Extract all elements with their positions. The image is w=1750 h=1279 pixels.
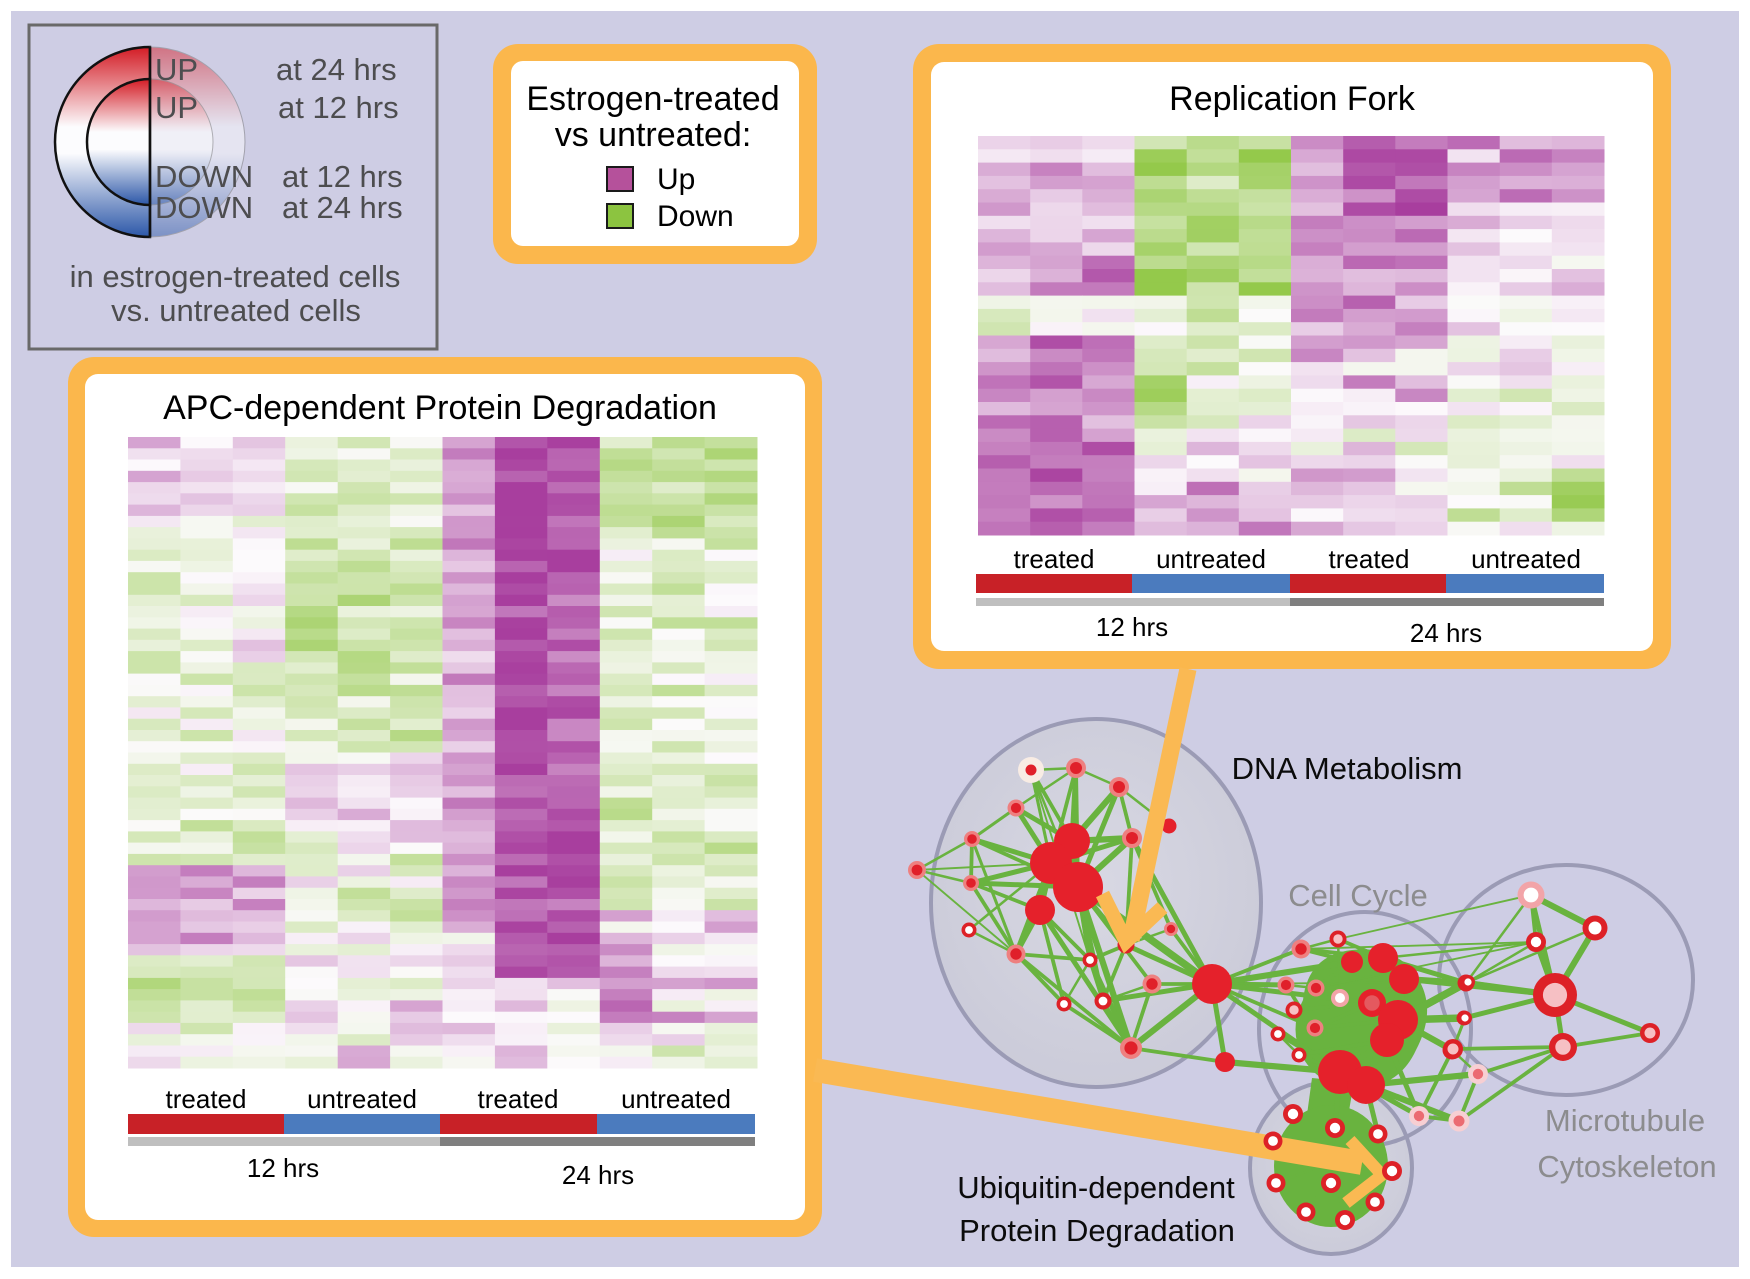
svg-text:vs untreated:: vs untreated: xyxy=(555,116,752,154)
svg-text:Estrogen-treated: Estrogen-treated xyxy=(526,80,779,118)
svg-text:DOWN: DOWN xyxy=(155,190,253,225)
svg-text:at 24 hrs: at 24 hrs xyxy=(276,52,397,87)
svg-text:untreated: untreated xyxy=(307,1084,417,1114)
svg-text:untreated: untreated xyxy=(1156,544,1266,574)
svg-text:at 24 hrs: at 24 hrs xyxy=(282,190,403,225)
svg-text:in estrogen-treated cells: in estrogen-treated cells xyxy=(70,259,401,294)
svg-text:Ubiquitin-dependent: Ubiquitin-dependent xyxy=(957,1170,1235,1205)
svg-text:vs. untreated cells: vs. untreated cells xyxy=(111,293,361,328)
svg-text:Up: Up xyxy=(657,163,695,196)
svg-text:Replication Fork: Replication Fork xyxy=(1169,80,1416,118)
svg-text:UP: UP xyxy=(155,90,198,125)
svg-text:Protein Degradation: Protein Degradation xyxy=(959,1213,1235,1248)
svg-text:APC-dependent Protein Degradat: APC-dependent Protein Degradation xyxy=(163,389,717,427)
svg-text:Cytoskeleton: Cytoskeleton xyxy=(1537,1149,1716,1184)
svg-text:Down: Down xyxy=(657,200,734,233)
svg-text:DOWN: DOWN xyxy=(155,159,253,194)
svg-text:12 hrs: 12 hrs xyxy=(247,1153,319,1183)
svg-text:treated: treated xyxy=(1329,544,1410,574)
svg-text:untreated: untreated xyxy=(621,1084,731,1114)
svg-text:24 hrs: 24 hrs xyxy=(1410,618,1482,648)
svg-text:DNA Metabolism: DNA Metabolism xyxy=(1232,751,1463,786)
svg-text:12 hrs: 12 hrs xyxy=(1096,612,1168,642)
svg-text:24 hrs: 24 hrs xyxy=(562,1160,634,1190)
svg-text:Cell Cycle: Cell Cycle xyxy=(1288,878,1428,913)
svg-text:untreated: untreated xyxy=(1471,544,1581,574)
svg-text:treated: treated xyxy=(478,1084,559,1114)
svg-text:UP: UP xyxy=(155,52,198,87)
svg-text:treated: treated xyxy=(1014,544,1095,574)
svg-text:Microtubule: Microtubule xyxy=(1545,1103,1705,1138)
svg-text:at 12 hrs: at 12 hrs xyxy=(282,159,403,194)
svg-text:treated: treated xyxy=(166,1084,247,1114)
svg-text:at 12 hrs: at 12 hrs xyxy=(278,90,399,125)
